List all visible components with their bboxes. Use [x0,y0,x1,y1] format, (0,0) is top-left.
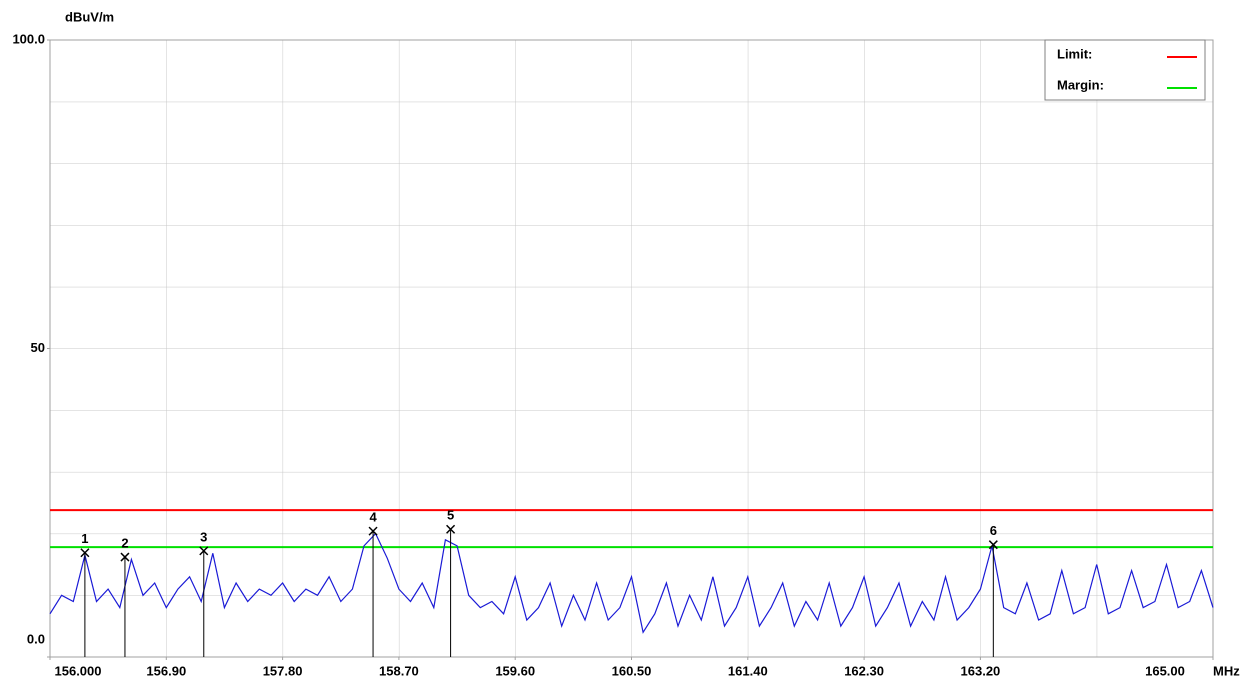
marker-label: 6 [990,523,997,538]
y-tick-label: 100.0 [12,31,45,46]
marker-label: 4 [369,510,377,525]
marker-label: 2 [121,535,128,550]
legend-label: Margin: [1057,77,1104,92]
marker-x [988,540,998,550]
x-unit: MHz [1213,663,1240,678]
y-tick-label: 0.0 [27,631,45,646]
y-tick-label: 50 [31,340,45,355]
x-tick-label: 163.20 [961,663,1001,678]
x-tick-label: 158.70 [379,663,419,678]
x-tick-label: 156.90 [146,663,186,678]
marker-label: 5 [447,508,454,523]
plot-area [49,39,1214,658]
marker-x [368,526,378,536]
x-tick-label: 165.00 [1145,663,1185,678]
x-tick-label: 159.60 [495,663,535,678]
trace [49,532,1214,634]
marker-x [446,524,456,534]
marker-x [120,552,130,562]
x-tick-label: 157.80 [263,663,303,678]
y-unit: dBuV/m [65,9,114,24]
legend-label: Limit: [1057,46,1092,61]
legend [1044,39,1206,101]
marker-label: 3 [200,529,207,544]
x-tick-label: 161.40 [728,663,768,678]
marker-x [199,546,209,556]
marker-label: 1 [81,531,88,546]
x-tick-label: 162.30 [844,663,884,678]
x-tick-label: 160.50 [612,663,652,678]
marker-x [80,548,90,558]
x-tick-label: 156.000 [55,663,102,678]
